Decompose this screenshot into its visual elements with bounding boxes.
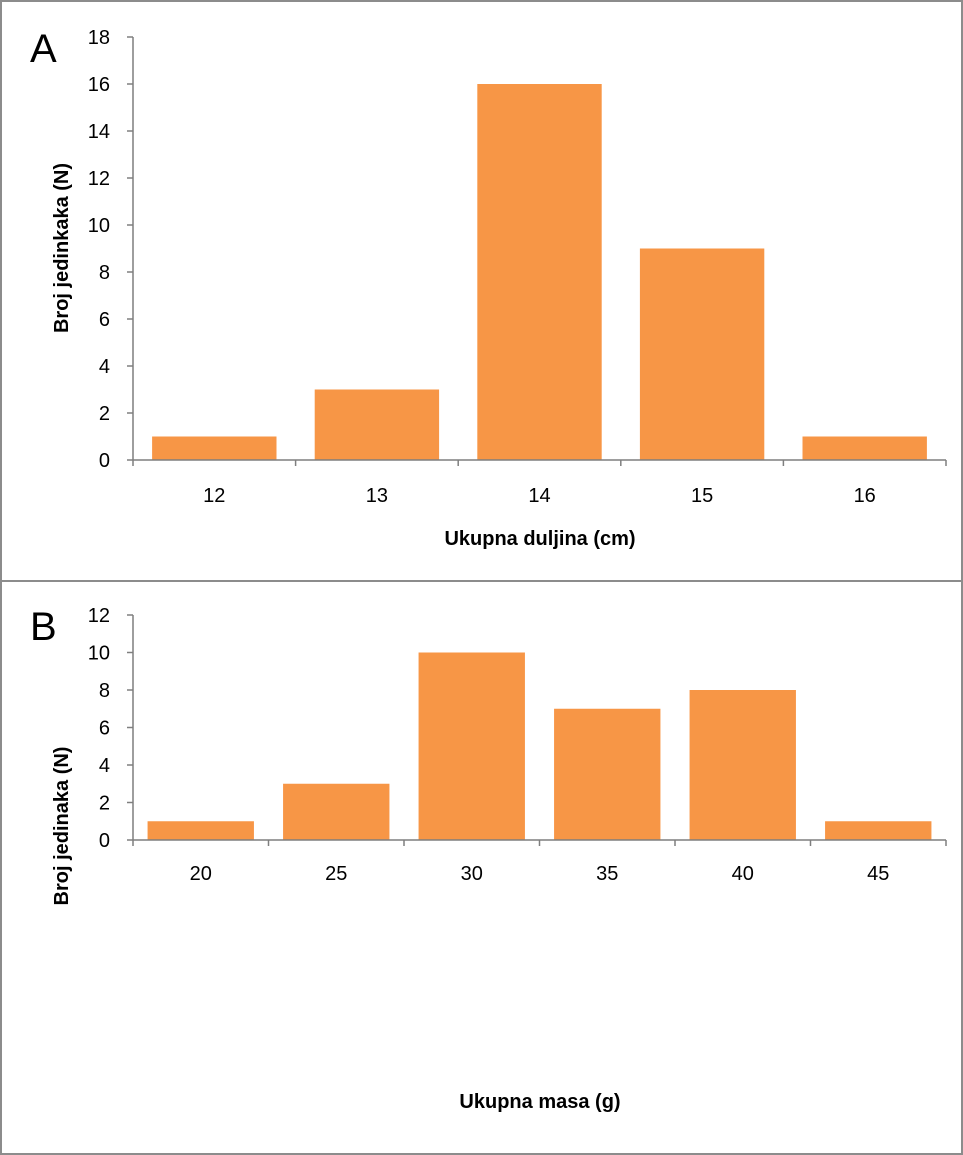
- x-tick-label-b: 25: [325, 863, 347, 885]
- y-tick-label-b: 12: [88, 605, 110, 627]
- x-tick-label-a: 13: [366, 485, 388, 507]
- y-tick-label-a: 10: [88, 215, 110, 237]
- bar-a-14: [477, 84, 602, 460]
- x-tick-label-b: 20: [190, 863, 212, 885]
- x-tick-label-b: 40: [732, 863, 754, 885]
- x-tick-label-b: 45: [867, 863, 889, 885]
- panel-label-b: B: [30, 605, 57, 649]
- bar-b-30: [418, 652, 525, 840]
- y-tick-label-b: 4: [99, 755, 110, 777]
- chart-a: A Broj jedinkaka (N) Ukupna duljina (cm)…: [30, 27, 947, 550]
- y-tick-label-a: 4: [99, 356, 110, 378]
- bar-b-45: [825, 821, 932, 840]
- y-tick-label-a: 0: [99, 450, 110, 472]
- bar-b-40: [689, 690, 796, 840]
- panel-label-a: A: [30, 27, 57, 71]
- y-tick-label-b: 10: [88, 643, 110, 665]
- x-tick-label-a: 16: [854, 485, 876, 507]
- y-axis-title-b: Broj jedinaka (N): [51, 747, 73, 906]
- bar-a-16: [802, 436, 927, 460]
- x-tick-label-b: 30: [461, 863, 483, 885]
- y-tick-label-a: 6: [99, 309, 110, 331]
- panel-divider: [0, 580, 963, 582]
- chart-b: B Broj jedinaka (N) Ukupna masa (g) 0 2 4 6…: [30, 605, 947, 1113]
- x-tick-label-a: 12: [203, 485, 225, 507]
- y-tick-label-b: 8: [99, 680, 110, 702]
- y-tick-label-b: 0: [99, 830, 110, 852]
- bar-b-35: [554, 708, 661, 840]
- bar-a-15: [639, 248, 765, 460]
- bar-b-20: [147, 821, 254, 840]
- y-tick-label-a: 8: [99, 262, 110, 284]
- x-tick-label-a: 15: [691, 485, 713, 507]
- y-tick-label-a: 12: [88, 168, 110, 190]
- bar-a-12: [152, 436, 277, 460]
- y-tick-label-b: 6: [99, 718, 110, 740]
- y-tick-label-a: 14: [88, 121, 110, 143]
- y-tick-label-a: 18: [88, 27, 110, 49]
- bar-b-25: [283, 783, 390, 840]
- x-axis-title-a: Ukupna duljina (cm): [444, 528, 635, 550]
- x-tick-label-a: 14: [528, 485, 550, 507]
- y-tick-label-b: 2: [99, 793, 110, 815]
- bar-a-13: [314, 389, 440, 460]
- y-tick-label-a: 16: [88, 74, 110, 96]
- y-axis-title-a: Broj jedinkaka (N): [51, 163, 73, 333]
- x-tick-label-b: 35: [596, 863, 618, 885]
- y-tick-label-a: 2: [99, 403, 110, 425]
- x-axis-title-b: Ukupna masa (g): [459, 1091, 620, 1113]
